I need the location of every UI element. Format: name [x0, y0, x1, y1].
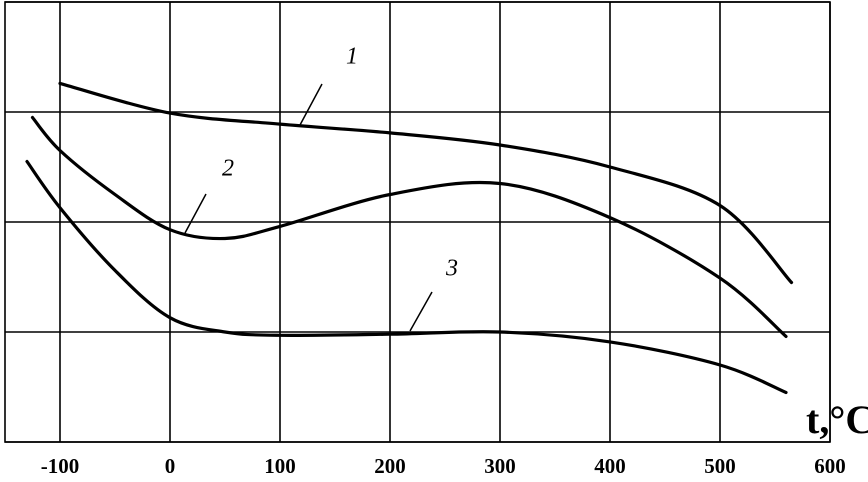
curve-label: 2 [222, 156, 234, 182]
leader-line [409, 291, 433, 332]
curve [30, 115, 788, 338]
x-tick-label: 200 [374, 454, 406, 478]
curve [25, 159, 788, 395]
x-tick-label: 300 [484, 454, 516, 478]
curve-label: 1 [346, 44, 358, 70]
leader-line [184, 193, 207, 234]
x-tick-label: 0 [165, 454, 176, 478]
leader-line [299, 83, 323, 126]
x-tick-label: 500 [704, 454, 736, 478]
x-tick-label: 600 [814, 454, 846, 478]
curve [58, 81, 794, 285]
x-axis-label: t,°C [806, 397, 868, 442]
x-tick-label: -100 [41, 454, 80, 478]
x-tick-label: 100 [264, 454, 296, 478]
curve-label: 3 [445, 256, 458, 282]
x-tick-label: 400 [594, 454, 626, 478]
